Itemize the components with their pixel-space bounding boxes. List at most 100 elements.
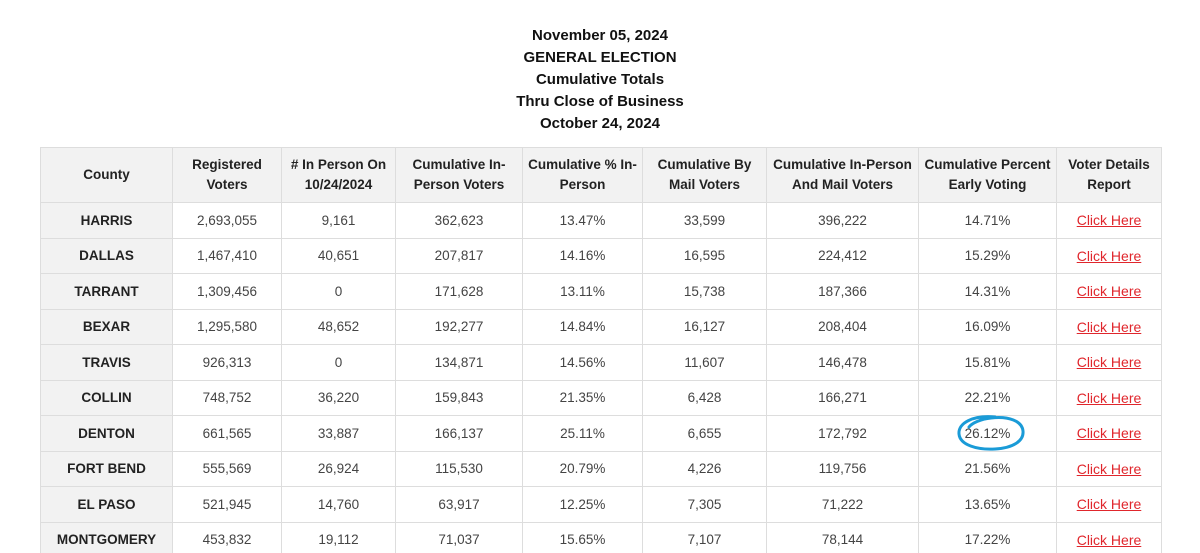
in-person-day-cell: 14,760 [281, 486, 396, 523]
voter-details-link[interactable]: Click Here [1076, 496, 1142, 513]
cumulative-pct-early-value: 22.21% [964, 390, 1011, 406]
county-cell: BEXAR [40, 308, 173, 345]
in-person-day-value: 26,924 [317, 461, 360, 477]
county-cell: HARRIS [40, 202, 173, 239]
cumulative-total-value: 187,366 [818, 283, 867, 299]
cumulative-pct-in-person-cell: 13.11% [522, 273, 643, 310]
voter-details-link[interactable]: Click Here [1076, 460, 1142, 477]
cumulative-in-person-cell: 362,623 [395, 202, 523, 239]
voter-details-link[interactable]: Click Here [1076, 389, 1142, 406]
voter-details-link[interactable]: Click Here [1076, 425, 1142, 442]
column-header: Cumulative % In-Person [522, 147, 643, 203]
table-row: BEXAR 1,295,580 48,652 192,277 14.84% 16,127 2… [40, 308, 1162, 345]
cumulative-mail-value: 6,428 [687, 390, 722, 406]
cumulative-pct-early-cell: 15.81% [918, 344, 1057, 381]
cumulative-pct-in-person-value: 20.79% [559, 461, 606, 477]
cumulative-in-person-cell: 192,277 [395, 308, 523, 345]
cumulative-mail-cell: 7,107 [642, 521, 767, 553]
cumulative-pct-in-person-value: 13.47% [559, 212, 606, 228]
registered-voters-cell: 555,569 [172, 450, 282, 487]
voter-details-cell: Click Here [1056, 237, 1162, 274]
cumulative-pct-in-person-cell: 15.65% [522, 521, 643, 553]
cumulative-mail-cell: 4,226 [642, 450, 767, 487]
cumulative-pct-in-person-cell: 14.84% [522, 308, 643, 345]
cumulative-in-person-cell: 71,037 [395, 521, 523, 553]
registered-voters-cell: 1,467,410 [172, 237, 282, 274]
column-header: Voter Details Report [1056, 147, 1162, 203]
cumulative-pct-early-value: 14.31% [964, 283, 1011, 299]
cumulative-pct-in-person-cell: 25.11% [522, 415, 643, 452]
cumulative-pct-in-person-value: 25.11% [560, 425, 605, 441]
registered-voters-cell: 521,945 [172, 486, 282, 523]
county-value: TARRANT [74, 283, 139, 299]
voter-details-cell: Click Here [1056, 415, 1162, 452]
cumulative-mail-cell: 6,655 [642, 415, 767, 452]
voter-details-link[interactable]: Click Here [1076, 283, 1142, 300]
cumulative-pct-early-cell: 22.21% [918, 379, 1057, 416]
early-voting-table: County Registered Voters # In Person On … [40, 147, 1162, 553]
column-header: # In Person On 10/24/2024 [281, 147, 396, 203]
cumulative-mail-value: 15,738 [683, 283, 726, 299]
registered-voters-value: 748,752 [202, 390, 252, 406]
cumulative-total-value: 208,404 [818, 319, 867, 335]
registered-voters-cell: 1,309,456 [172, 273, 282, 310]
county-value: TRAVIS [82, 354, 131, 370]
registered-voters-value: 926,313 [202, 354, 252, 370]
in-person-day-cell: 9,161 [281, 202, 396, 239]
voter-details-cell: Click Here [1056, 308, 1162, 345]
cumulative-pct-early-value: 14.71% [964, 212, 1011, 228]
registered-voters-cell: 1,295,580 [172, 308, 282, 345]
cumulative-total-cell: 187,366 [766, 273, 919, 310]
cumulative-pct-early-value: 13.65% [964, 496, 1011, 512]
cumulative-mail-value: 7,305 [687, 496, 722, 512]
table-header-row: County Registered Voters # In Person On … [40, 147, 1162, 203]
column-header: County [40, 147, 173, 203]
cumulative-in-person-cell: 134,871 [395, 344, 523, 381]
cumulative-pct-in-person-cell: 14.56% [522, 344, 643, 381]
registered-voters-cell: 661,565 [172, 415, 282, 452]
county-cell: FORT BEND [40, 450, 173, 487]
cumulative-total-value: 119,756 [818, 461, 867, 477]
county-cell: TRAVIS [40, 344, 173, 381]
voter-details-link[interactable]: Click Here [1076, 212, 1142, 229]
cumulative-mail-cell: 15,738 [642, 273, 767, 310]
in-person-day-value: 36,220 [317, 390, 360, 406]
cumulative-total-value: 172,792 [818, 425, 867, 441]
cumulative-in-person-value: 63,917 [438, 496, 480, 512]
cumulative-mail-cell: 6,428 [642, 379, 767, 416]
registered-voters-value: 1,467,410 [196, 248, 258, 264]
table-row: FORT BEND 555,569 26,924 115,530 20.79% 4,226… [40, 450, 1162, 487]
table-row: DENTON 661,565 33,887 166,137 25.11% 6,655 172… [40, 414, 1162, 452]
in-person-day-cell: 26,924 [281, 450, 396, 487]
voter-details-link[interactable]: Click Here [1076, 247, 1142, 264]
column-header: Cumulative In-Person Voters [395, 147, 523, 203]
report-header: November 05, 2024 GENERAL ELECTION Cumul… [0, 25, 1200, 135]
cumulative-pct-early-cell: 14.31% [918, 273, 1057, 310]
voter-details-cell: Click Here [1056, 273, 1162, 310]
cumulative-in-person-value: 134,871 [434, 354, 484, 370]
voter-details-cell: Click Here [1056, 521, 1162, 553]
column-header: Registered Voters [172, 147, 282, 203]
table-row: MONTGOMERY 453,832 19,112 71,037 15.65% 7,107… [40, 521, 1162, 553]
voter-details-cell: Click Here [1056, 379, 1162, 416]
cumulative-in-person-value: 192,277 [434, 319, 484, 335]
cumulative-in-person-value: 115,530 [435, 461, 483, 477]
voter-details-link[interactable]: Click Here [1076, 531, 1142, 548]
cumulative-total-cell: 119,756 [766, 450, 919, 487]
county-value: EL PASO [77, 496, 136, 512]
registered-voters-value: 1,309,456 [196, 283, 258, 299]
cumulative-mail-cell: 16,595 [642, 237, 767, 274]
cumulative-pct-in-person-cell: 13.47% [522, 202, 643, 239]
cumulative-total-cell: 172,792 [766, 415, 919, 452]
cumulative-pct-in-person-cell: 21.35% [522, 379, 643, 416]
voter-details-link[interactable]: Click Here [1076, 354, 1142, 371]
cumulative-total-value: 71,222 [821, 496, 864, 512]
table-row: COLLIN 748,752 36,220 159,843 21.35% 6,428 166… [40, 379, 1162, 416]
column-header: Cumulative By Mail Voters [642, 147, 767, 203]
registered-voters-value: 1,295,580 [196, 319, 258, 335]
registered-voters-value: 555,569 [202, 461, 252, 477]
voter-details-link[interactable]: Click Here [1076, 318, 1142, 335]
county-cell: DENTON [40, 415, 173, 452]
cumulative-mail-value: 16,595 [683, 248, 726, 264]
cumulative-in-person-cell: 207,817 [395, 237, 523, 274]
